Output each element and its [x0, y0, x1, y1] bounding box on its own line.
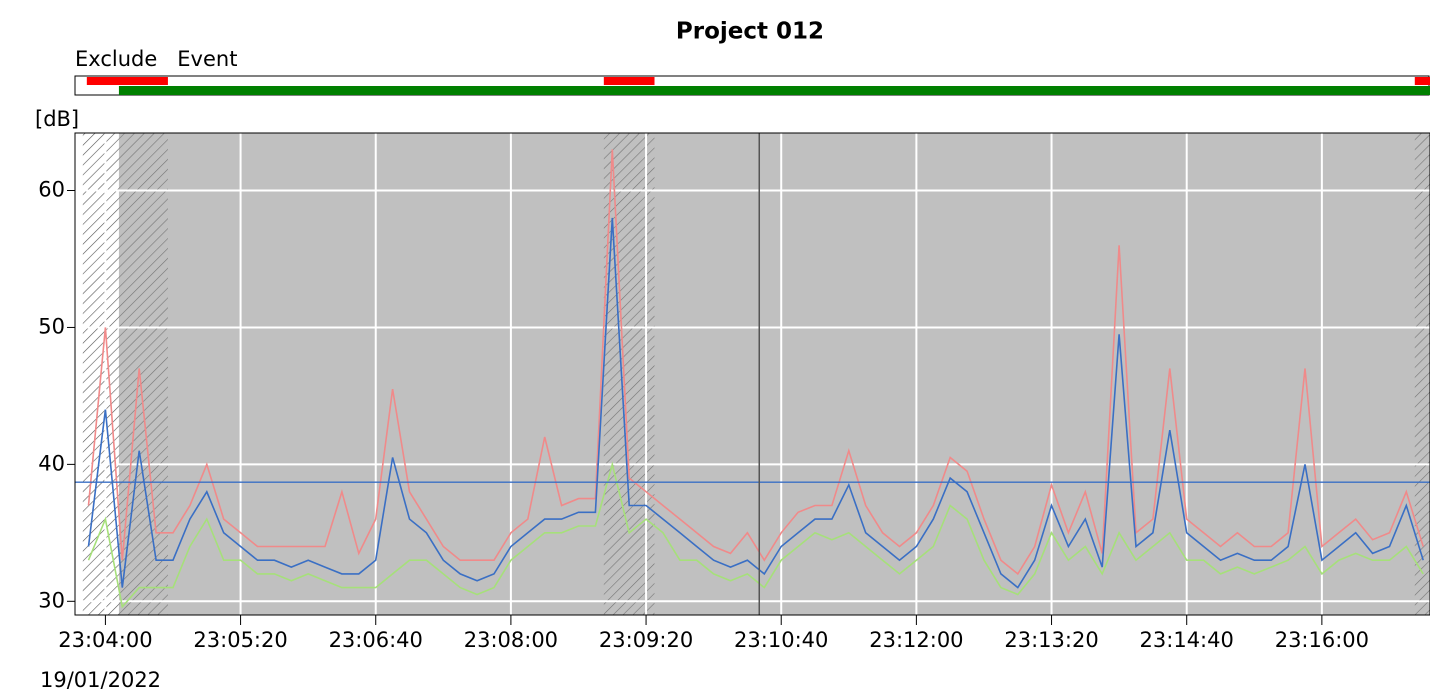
plot-frame: [74, 132, 1430, 616]
data-line: [87, 149, 1424, 576]
date-label: 19/01/2022: [40, 668, 161, 692]
x-tick-label: 23:12:00: [869, 628, 963, 652]
legend-label: Exclude: [75, 47, 157, 71]
chart-title: Project 012: [676, 19, 824, 45]
event-region: [118, 133, 1430, 615]
data-line: [87, 217, 1424, 589]
x-tick-label: 23:13:20: [1004, 628, 1098, 652]
x-tick-label: 23:08:00: [464, 628, 558, 652]
y-tick-label: 40: [38, 451, 65, 475]
x-tick-label: 23:06:40: [329, 628, 423, 652]
y-tick-label: 50: [38, 314, 65, 338]
data-line: [87, 461, 1424, 609]
x-tick-label: 23:16:00: [1275, 628, 1369, 652]
x-tick-label: 23:04:00: [58, 628, 152, 652]
exclude-bar: [1414, 77, 1430, 85]
exclude-bar: [603, 77, 655, 85]
exclude-hatch: [118, 133, 168, 615]
x-tick-label: 23:09:20: [599, 628, 693, 652]
y-tick-label: 30: [38, 588, 65, 612]
x-tick-label: 23:14:40: [1140, 628, 1234, 652]
y-tick-label: 60: [38, 178, 65, 202]
x-tick-label: 23:05:20: [193, 628, 287, 652]
x-tick-label: 23:10:40: [734, 628, 828, 652]
legend-label: Event: [177, 47, 237, 71]
exclude-bar: [86, 77, 168, 85]
exclude-hatch: [1414, 133, 1430, 615]
event-bar: [118, 86, 1430, 95]
y-unit: [dB]: [35, 107, 79, 131]
